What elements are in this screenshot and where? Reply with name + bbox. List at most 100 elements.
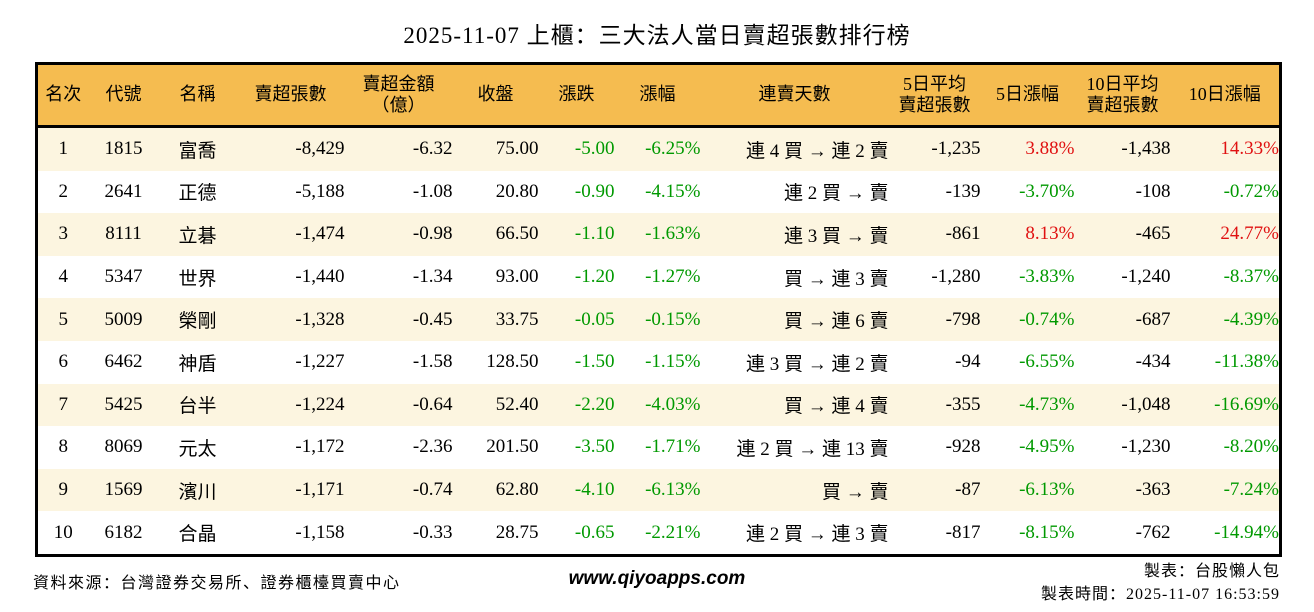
cell-avg5-net-sell: -928	[945, 436, 981, 458]
cell-avg10-net-sell: -1,240	[1121, 266, 1171, 288]
cell-change-pct: -1.71%	[645, 436, 701, 458]
cell-rank: 6	[58, 351, 69, 373]
cell-avg10-net-sell: -1,438	[1121, 138, 1171, 160]
cell-streak: 連 2 買 → 賣	[783, 183, 889, 205]
cell-name: 神盾	[178, 353, 217, 375]
cell-name: 台半	[178, 396, 217, 418]
cell-pct10: 24.77%	[1220, 223, 1279, 245]
cell-pct10: -4.39%	[1223, 308, 1279, 330]
cell-streak: 連 3 買 → 賣	[783, 225, 889, 247]
cell-avg5-net-sell: -87	[955, 479, 981, 501]
cell-avg5-net-sell: -1,235	[931, 138, 981, 160]
table-row: 9 1569 濱川 -1,171 -0.74 62.80 -4.10 -6.13% 買 → 賣 -…	[36, 468, 1281, 512]
cell-streak: 買 → 連 6 賣	[783, 311, 889, 333]
cell-streak: 買 → 連 3 賣	[783, 268, 889, 290]
cell-streak: 連 2 買 → 連 13 賣	[736, 438, 889, 460]
cell-pct5: 8.13%	[1025, 223, 1075, 245]
cell-change: -0.05	[574, 308, 615, 330]
cell-change: -3.50	[574, 436, 615, 458]
cell-net-sell-amount: -1.34	[412, 266, 453, 288]
cell-pct5: -3.83%	[1019, 266, 1075, 288]
cell-streak: 買 → 賣	[821, 481, 889, 503]
cell-avg5-net-sell: -817	[945, 521, 981, 543]
column-header: 5日漲幅	[980, 63, 1075, 128]
cell-name: 濱川	[178, 481, 217, 503]
column-header: 名次	[36, 63, 89, 128]
cell-change: -4.10	[574, 479, 615, 501]
cell-pct10: 14.33%	[1220, 138, 1279, 160]
cell-change-pct: -1.27%	[645, 266, 701, 288]
data-source-note: 資料來源：台灣證券交易所、證券櫃檯買賣中心	[33, 575, 401, 592]
cell-name: 富喬	[178, 140, 217, 162]
cell-rank: 8	[58, 436, 69, 458]
cell-net-sell-amount: -6.32	[412, 138, 453, 160]
cell-change-pct: -2.21%	[645, 521, 701, 543]
cell-pct10: -0.72%	[1223, 180, 1279, 202]
table-row: 1 1815 富喬 -8,429 -6.32 75.00 -5.00 -6.25% 連 4 買 …	[36, 126, 1281, 171]
cell-name: 世界	[178, 268, 217, 290]
cell-name: 榮剛	[178, 311, 217, 333]
cell-pct5: -4.73%	[1019, 393, 1075, 415]
cell-streak: 買 → 連 4 賣	[783, 396, 889, 418]
cell-net-sell-lots: -8,429	[295, 138, 345, 160]
cell-avg5-net-sell: -798	[945, 308, 981, 330]
cell-streak: 連 4 買 → 連 2 賣	[745, 140, 889, 162]
cell-net-sell-lots: -1,224	[295, 393, 345, 415]
column-header: 賣超金額 （億）	[344, 63, 453, 128]
table-body: 1 1815 富喬 -8,429 -6.32 75.00 -5.00 -6.25% 連 4 買 …	[36, 126, 1281, 556]
cell-net-sell-amount: -1.08	[412, 180, 453, 202]
table-row: 7 5425 台半 -1,224 -0.64 52.40 -2.20 -4.03% 買 → 連 …	[36, 383, 1281, 427]
column-header: 10日平均 賣超張數	[1074, 63, 1171, 128]
cell-net-sell-lots: -1,227	[295, 351, 345, 373]
cell-net-sell-lots: -1,474	[295, 223, 345, 245]
cell-change: -2.20	[574, 393, 615, 415]
cell-name: 立碁	[178, 225, 217, 247]
cell-change-pct: -6.13%	[645, 479, 701, 501]
cell-close: 66.50	[495, 223, 539, 245]
cell-net-sell-lots: -1,440	[295, 266, 345, 288]
cell-net-sell-lots: -1,158	[295, 521, 345, 543]
cell-net-sell-lots: -1,171	[295, 479, 345, 501]
cell-code: 1569	[104, 479, 143, 501]
cell-pct10: -8.20%	[1223, 436, 1279, 458]
cell-code: 5009	[104, 308, 143, 330]
table-row: 6 6462 神盾 -1,227 -1.58 128.50 -1.50 -1.15% 連 3 買…	[36, 340, 1281, 384]
cell-pct10: -11.38%	[1214, 351, 1279, 373]
cell-avg10-net-sell: -363	[1135, 479, 1171, 501]
cell-change: -1.20	[574, 266, 615, 288]
cell-avg10-net-sell: -465	[1135, 223, 1171, 245]
cell-code: 5425	[104, 393, 143, 415]
cell-pct5: -3.70%	[1019, 180, 1075, 202]
cell-net-sell-amount: -0.98	[412, 223, 453, 245]
credit-block: 製表：台股懶人包 製表時間：2025-11-07 16:53:59	[1041, 560, 1280, 606]
cell-change: -5.00	[574, 138, 615, 160]
cell-change-pct: -4.15%	[645, 180, 701, 202]
cell-net-sell-amount: -2.36	[412, 436, 453, 458]
cell-rank: 2	[58, 180, 69, 202]
table-row: 5 5009 榮剛 -1,328 -0.45 33.75 -0.05 -0.15% 買 → 連 …	[36, 298, 1281, 341]
cell-net-sell-lots: -1,172	[295, 436, 345, 458]
cell-avg10-net-sell: -1,048	[1121, 393, 1171, 415]
column-header: 漲幅	[614, 63, 701, 128]
cell-pct5: -0.74%	[1019, 308, 1075, 330]
cell-net-sell-amount: -1.58	[412, 351, 453, 373]
cell-rank: 3	[58, 223, 69, 245]
cell-close: 201.50	[486, 436, 539, 458]
ranking-table: 名次 代號 名稱 賣超張數 賣超金額 （億） 收盤 漲跌 漲幅 連賣天數 5日平均 賣超張數 5日漲…	[35, 62, 1282, 557]
column-header: 收盤	[452, 63, 539, 128]
cell-avg5-net-sell: -1,280	[931, 266, 981, 288]
table-row: 2 2641 正德 -5,188 -1.08 20.80 -0.90 -4.15% 連 2 買 …	[36, 170, 1281, 214]
cell-code: 6462	[104, 351, 143, 373]
cell-avg10-net-sell: -434	[1135, 351, 1171, 373]
column-header: 代號	[88, 63, 159, 128]
cell-code: 5347	[104, 266, 143, 288]
cell-net-sell-lots: -5,188	[295, 180, 345, 202]
cell-change-pct: -4.03%	[645, 393, 701, 415]
cell-rank: 4	[58, 266, 69, 288]
column-header: 名稱	[158, 63, 237, 128]
cell-avg5-net-sell: -94	[955, 351, 981, 373]
cell-avg5-net-sell: -861	[945, 223, 981, 245]
cell-rank: 5	[58, 308, 69, 330]
column-header: 連賣天數	[700, 63, 889, 128]
